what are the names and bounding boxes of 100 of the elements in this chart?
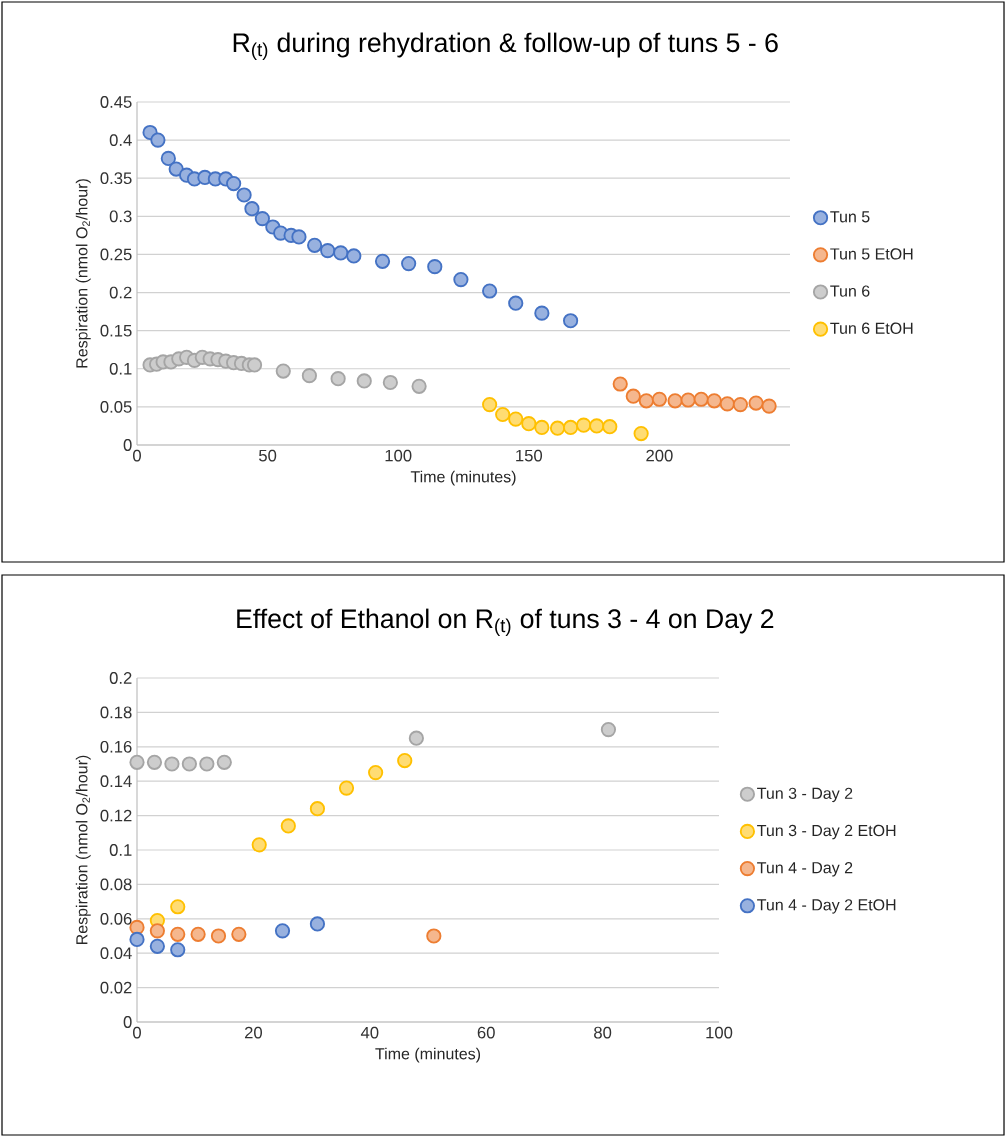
point [280, 818, 296, 834]
x-tick-label: 80 [594, 1026, 612, 1039]
point [633, 425, 649, 442]
point [274, 923, 291, 939]
point [706, 393, 722, 409]
point [408, 730, 424, 746]
point [600, 721, 617, 738]
point [427, 259, 443, 275]
point [411, 378, 427, 394]
point [160, 150, 176, 166]
legend-label: Tun 5 [830, 211, 870, 223]
point [216, 754, 232, 770]
point [426, 928, 442, 944]
point [301, 368, 317, 384]
y-tick-label: 0.12 [100, 809, 132, 822]
y-tick-label: 0 [123, 439, 132, 451]
legend-label: Tun 3 - Day 2 [757, 787, 853, 803]
point [320, 243, 336, 259]
x-tick-label: 0 [133, 1026, 141, 1039]
point [576, 417, 592, 433]
point [625, 388, 641, 404]
point [309, 916, 326, 932]
point [330, 371, 346, 387]
x-axis-title: Time (minutes) [375, 1047, 481, 1063]
x-tick-label: 40 [360, 1026, 379, 1039]
point [508, 411, 524, 427]
point [338, 780, 355, 796]
y-tick-label: 0.04 [100, 947, 132, 960]
point [680, 392, 696, 408]
x-axis-title: Time (minutes) [410, 470, 516, 486]
point [210, 928, 227, 944]
legend-label: Tun 4 - Day 2 [757, 862, 853, 877]
point [199, 756, 215, 772]
point [382, 374, 398, 391]
point [275, 363, 291, 379]
y-tick-label: 0.16 [100, 740, 132, 753]
y-tick-label: 0.1 [109, 362, 132, 375]
y-tick-label: 0.35 [100, 172, 132, 185]
x-tick-label: 0 [133, 449, 141, 462]
y-tick-label: 0.2 [109, 672, 132, 684]
chart-title: Effect of Ethanol on R$_{(t)}$ of tuns 3 - 4 on Day 2 [237, 608, 774, 636]
x-tick-label: 100 [385, 449, 412, 462]
point [667, 393, 683, 409]
point [149, 938, 165, 954]
y-tick-label: 0.3 [109, 210, 132, 223]
point [732, 396, 748, 413]
point [150, 132, 166, 148]
legend-label: Tun 6 [830, 285, 870, 297]
y-axis-title: Respiration (nmol O$_{2}$/hour) [75, 179, 91, 368]
point [146, 754, 163, 770]
y-tick-label: 0.4 [109, 134, 132, 147]
x-tick-label: 200 [646, 449, 673, 462]
point [748, 395, 764, 411]
point [602, 419, 618, 435]
point [719, 396, 735, 412]
point [129, 754, 145, 770]
point [164, 756, 180, 772]
point [346, 248, 362, 264]
point [397, 752, 413, 769]
x-tick-label: 20 [244, 1026, 263, 1039]
point [638, 393, 654, 409]
point [170, 899, 186, 915]
point [549, 420, 566, 436]
y-tick-label: 0.02 [100, 981, 132, 994]
point [333, 245, 349, 261]
point [482, 396, 498, 413]
y-tick-label: 0.15 [100, 324, 132, 337]
point [453, 271, 469, 288]
x-tick-label: 100 [706, 1026, 733, 1039]
point [149, 923, 165, 939]
point [309, 801, 326, 817]
point [170, 926, 186, 942]
point [482, 283, 498, 299]
point [521, 416, 537, 432]
point [495, 406, 511, 423]
point [231, 926, 247, 942]
legend-label: Tun 3 - Day 2 EtOH [757, 824, 896, 840]
point [589, 418, 605, 434]
point [534, 305, 550, 321]
y-tick-label: 0.08 [100, 878, 132, 891]
y-tick-label: 0.25 [100, 248, 132, 261]
point [612, 376, 628, 392]
point [291, 229, 307, 245]
legend-label: Tun 6 EtOH [830, 322, 913, 334]
point [129, 931, 145, 948]
point [374, 253, 391, 269]
point [251, 837, 267, 853]
y-tick-label: 0.1 [109, 844, 132, 856]
point [244, 201, 260, 217]
point [236, 187, 252, 203]
point [226, 175, 242, 192]
point [651, 391, 668, 407]
point [693, 391, 709, 407]
y-tick-label: 0 [123, 1016, 132, 1028]
y-tick-label: 0.18 [100, 706, 132, 719]
point [761, 398, 777, 414]
x-tick-label: 60 [477, 1026, 495, 1039]
y-tick-label: 0.2 [109, 286, 132, 299]
point [508, 295, 524, 311]
x-tick-label: 150 [516, 449, 543, 462]
